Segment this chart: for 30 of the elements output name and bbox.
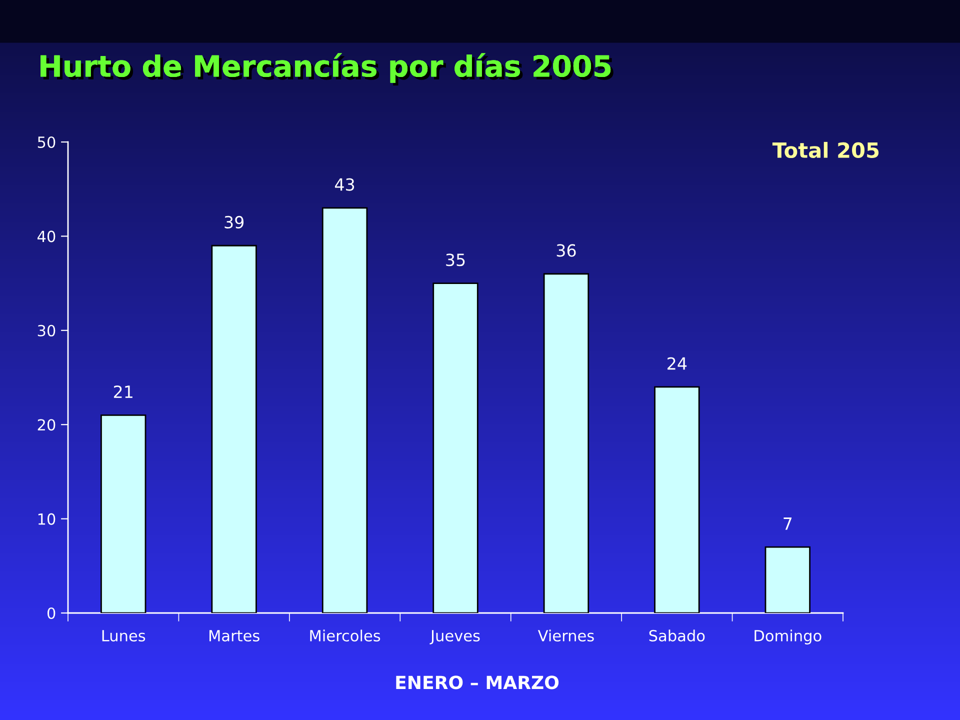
x-tick-label: Martes — [209, 630, 260, 642]
data-label: 7 — [784, 518, 792, 530]
y-tick-label: 40 — [38, 230, 56, 242]
bar — [322, 207, 368, 613]
y-tick-label: 0 — [47, 607, 56, 620]
bar — [211, 244, 257, 613]
x-tick-label: Sabado — [649, 630, 705, 642]
bar — [764, 546, 810, 613]
bar — [100, 414, 146, 613]
data-label: 39 — [224, 216, 244, 228]
bar — [654, 386, 700, 613]
bar — [543, 273, 590, 613]
y-tick-label: 20 — [38, 419, 56, 431]
x-tick-label: Miercoles — [310, 630, 380, 642]
data-label: 36 — [556, 244, 576, 257]
annotation: Total 205 — [772, 142, 879, 158]
x-tick-label: Lunes — [102, 630, 146, 642]
y-tick-label: 10 — [38, 513, 56, 525]
chart-title: Hurto de Mercancías por días 2005 — [40, 53, 614, 86]
x-tick-label: Domingo — [754, 630, 822, 644]
bar — [432, 282, 478, 613]
y-tick-label: 30 — [38, 324, 56, 336]
data-label: 24 — [668, 357, 687, 370]
y-tick-label: 50 — [38, 136, 56, 148]
data-label: 43 — [334, 178, 354, 191]
x-tick-label: Jueves — [430, 630, 480, 644]
data-label: 21 — [114, 385, 132, 398]
x-tick-label: Viernes — [538, 630, 594, 642]
data-label: 35 — [446, 254, 465, 266]
text: ENERO – MARZO — [396, 676, 559, 690]
